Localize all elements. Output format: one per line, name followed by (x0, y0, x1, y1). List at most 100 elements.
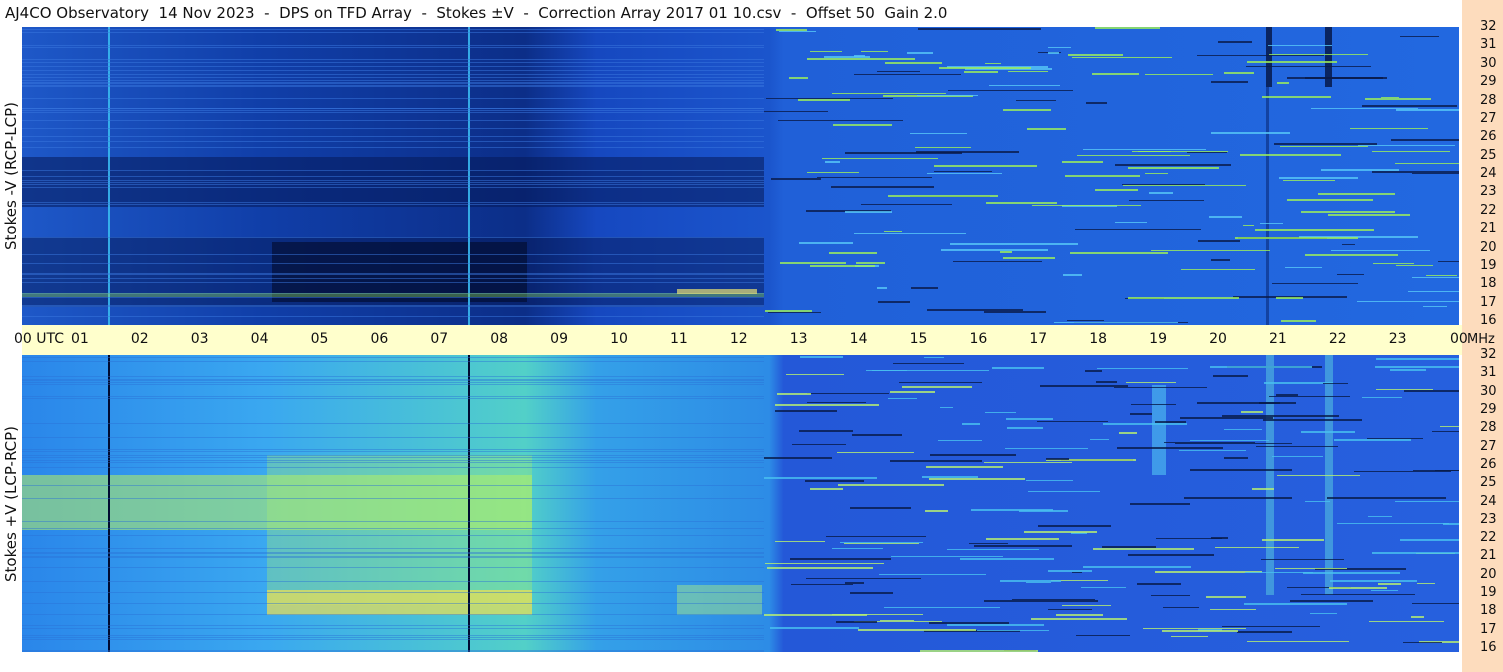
spectrogram-texture (22, 628, 764, 629)
spectrogram-texture (791, 584, 853, 585)
spectrogram-texture (1426, 275, 1457, 276)
spectrogram-texture (920, 650, 1038, 652)
spectrogram-texture (1046, 459, 1136, 461)
spectrogram-texture (826, 536, 926, 537)
spectrogram-texture (775, 410, 837, 412)
spectrogram-texture (1235, 237, 1358, 239)
spectrogram-texture (1372, 552, 1459, 554)
time-tick-label: 13 (789, 331, 808, 347)
spectrogram-texture (986, 202, 1057, 204)
spectrogram-texture (764, 111, 828, 112)
spectrogram-texture (1211, 259, 1230, 261)
time-tick-label: 20 (1209, 331, 1227, 347)
spectrogram-texture (22, 485, 764, 486)
time-tick-label: 05 (310, 331, 329, 347)
spectrogram-texture (1283, 180, 1335, 181)
spectrogram-texture (845, 582, 864, 584)
spectrogram-texture (1123, 185, 1246, 186)
spectrogram-texture (22, 651, 764, 652)
spectrogram-texture (1376, 389, 1433, 390)
spectrogram-texture (1224, 72, 1254, 74)
time-tick-label: 18 (1089, 331, 1108, 347)
spectrogram-texture (1175, 443, 1292, 444)
top-panel-label: Stokes -V (RCP-LCP) (2, 102, 20, 250)
spectrogram-texture (810, 51, 842, 52)
spectrogram-texture (844, 543, 919, 544)
spectrogram-bottom-image (22, 355, 1459, 652)
spectrogram-texture (1065, 175, 1140, 177)
spectrogram-texture (22, 136, 764, 137)
spectrogram-texture (856, 262, 885, 264)
spectrogram-texture (22, 635, 764, 636)
spectrogram-texture (1129, 200, 1204, 201)
time-tick-label: 12 (729, 331, 748, 347)
time-tick-label: 19 (1149, 331, 1168, 347)
spectrogram-texture (1408, 291, 1459, 292)
spectrogram-texture (1138, 151, 1228, 152)
spectrogram-texture (798, 99, 850, 101)
spectrogram-texture (1262, 96, 1331, 98)
spectrogram-texture (910, 133, 967, 134)
time-tick-label: 21 (1268, 331, 1287, 347)
spectrogram-texture (1122, 184, 1205, 185)
spectrogram-texture (22, 637, 764, 638)
spectrogram-texture (1330, 580, 1417, 582)
spectrogram-texture (977, 630, 1049, 631)
spectrogram-texture (1083, 149, 1206, 150)
spectrogram-texture (1024, 531, 1097, 533)
spectrogram-texture (934, 171, 992, 172)
spectrogram-texture (1063, 274, 1082, 276)
spectrogram-texture (1321, 169, 1399, 171)
frequency-tick-label: 21 (1480, 548, 1497, 564)
spectrogram-texture (1115, 164, 1231, 166)
spectrogram-texture (1031, 618, 1127, 620)
spectrogram-texture (1301, 211, 1395, 213)
spectrogram-texture (1272, 456, 1323, 457)
spectrogram-texture (964, 71, 998, 73)
spectrogram-texture (1328, 214, 1410, 216)
spectrogram-texture (845, 211, 892, 213)
spectrogram-texture (989, 85, 1060, 86)
spectrogram-texture (1145, 173, 1168, 174)
frequency-tick-label: 22 (1480, 202, 1497, 218)
frequency-tick-label: 16 (1480, 640, 1497, 655)
spectrogram-texture (1287, 199, 1373, 201)
spectrogram-texture (1103, 423, 1187, 425)
spectrogram-texture (790, 558, 891, 560)
spectrogram-texture (22, 59, 764, 60)
spectrogram-texture (907, 52, 933, 54)
spectrogram-texture (925, 510, 948, 512)
frequency-tick-label: 30 (1480, 383, 1497, 399)
spectrogram-texture (1222, 626, 1320, 627)
frequency-tick-label: 24 (1480, 493, 1497, 509)
spectrogram-texture (1423, 306, 1447, 307)
spectrogram-texture (1048, 52, 1059, 54)
spectrogram-texture (1276, 394, 1298, 396)
spectrogram-texture (22, 357, 764, 358)
spectrogram-texture (786, 374, 844, 375)
spectrogram-texture (950, 243, 1078, 245)
spectrogram-texture (1085, 370, 1102, 372)
spectrogram-texture (1040, 385, 1128, 387)
spectrogram-texture (22, 47, 764, 48)
spectrogram-texture (850, 507, 911, 509)
spectrogram-texture (930, 454, 1016, 456)
spectrogram-texture (22, 32, 764, 33)
spectrogram-texture (838, 484, 944, 486)
frequency-tick-label: 25 (1480, 475, 1497, 491)
spectrogram-texture (22, 237, 764, 238)
spectrogram-texture (1162, 630, 1238, 632)
spectrogram-texture (1054, 322, 1178, 323)
spectrogram-texture (1241, 411, 1263, 413)
spectrogram-texture (22, 625, 764, 626)
spectrogram-texture (22, 462, 764, 463)
spectrogram-texture (1412, 173, 1459, 174)
spectrogram-texture (1218, 41, 1252, 43)
spectrogram-texture (22, 98, 764, 99)
frequency-axis-strip (1462, 0, 1503, 672)
spectrogram-texture (1372, 171, 1459, 173)
spectrogram-texture (22, 62, 764, 63)
spectrogram-texture (1086, 102, 1107, 104)
frequency-tick-label: 29 (1480, 74, 1497, 90)
spectrogram-texture (1130, 413, 1152, 415)
